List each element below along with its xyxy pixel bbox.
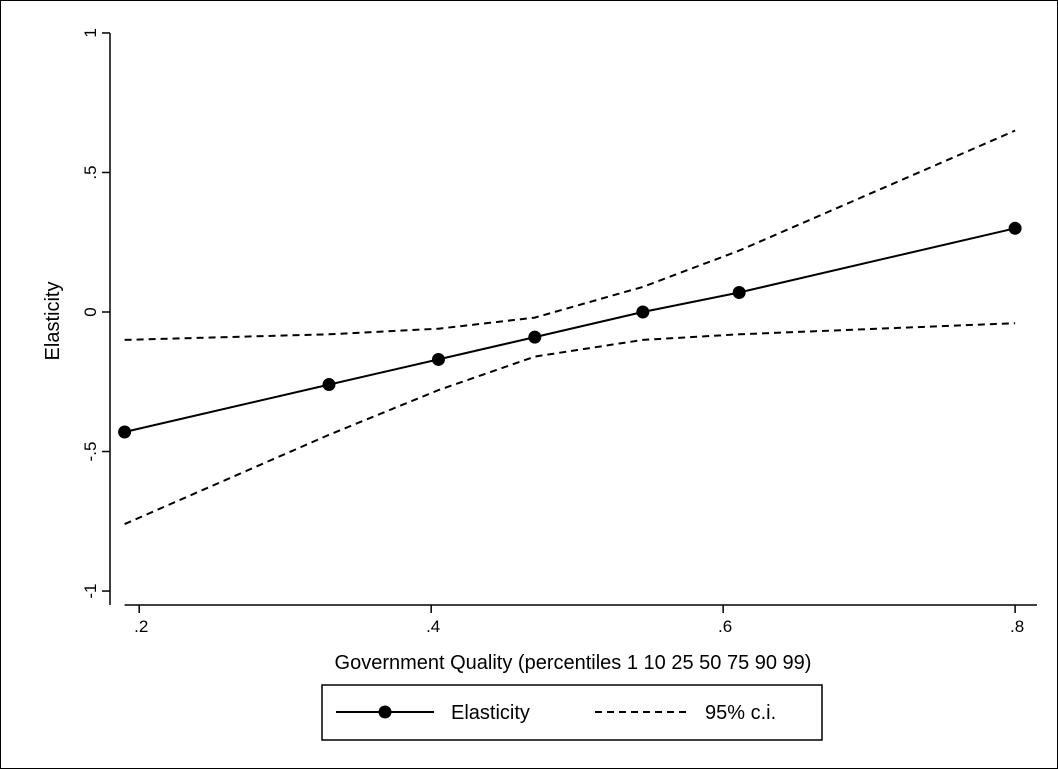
elasticity-point — [431, 352, 445, 366]
elasticity-point — [118, 425, 132, 439]
elasticity-point — [636, 305, 650, 319]
ci-upper-line — [124, 129, 1016, 341]
y-tick-label: .5 — [81, 165, 100, 179]
legend-label-elasticity: Elasticity — [451, 702, 530, 724]
x-tick-label: .6 — [718, 617, 732, 636]
y-tick-label: 0 — [81, 307, 100, 316]
x-tick-label: .2 — [134, 617, 148, 636]
x-tick-label: .4 — [426, 617, 440, 636]
legend-label-ci: 95% c.i. — [705, 702, 776, 724]
elasticity-point — [732, 285, 746, 299]
elasticity-line — [124, 227, 1016, 433]
y-tick-label: -.5 — [81, 442, 100, 462]
axes: -1 -.5 0 .5 1 .2 .4 .6 .8 — [81, 28, 1037, 636]
legend-elasticity-marker — [378, 705, 392, 719]
plot-area — [118, 129, 1022, 526]
y-tick-label: -1 — [81, 583, 100, 598]
elasticity-point — [322, 378, 336, 392]
x-axis-title: Government Quality (percentiles 1 10 25 … — [335, 652, 812, 674]
ci-lower-line — [124, 322, 1016, 526]
elasticity-point — [1008, 221, 1022, 235]
elasticity-point — [528, 330, 542, 344]
legend: Elasticity 95% c.i. — [321, 684, 823, 741]
y-axis-title: Elasticity — [42, 282, 64, 361]
y-tick-label: 1 — [81, 28, 100, 37]
x-tick-label: .8 — [1010, 617, 1024, 636]
